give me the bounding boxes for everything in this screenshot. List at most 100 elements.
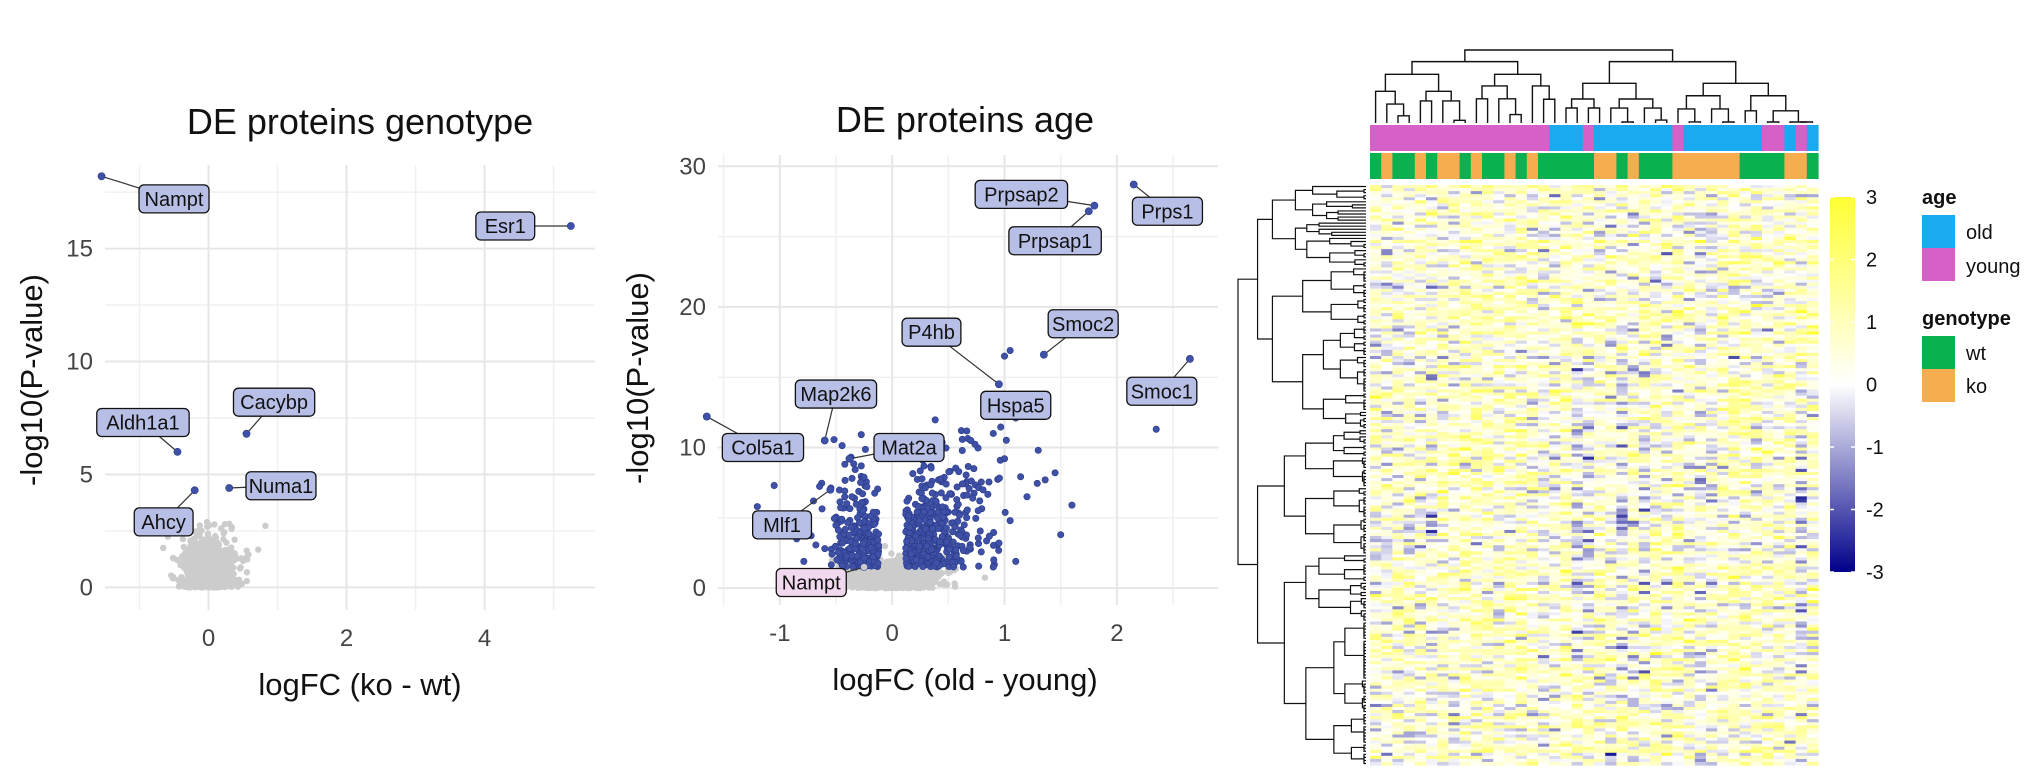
point-nonsignificant: [159, 544, 167, 552]
genotype-annotation-cell: [1560, 153, 1573, 179]
age-annotation-cell: [1459, 125, 1472, 151]
genotype-annotation-cell: [1571, 153, 1584, 179]
point-significant: [841, 476, 849, 484]
point-significant: [800, 557, 808, 565]
point-significant: [920, 462, 928, 470]
point-significant: [958, 446, 966, 454]
point-nonsignificant: [211, 521, 218, 528]
age-annotation-cell: [1392, 125, 1405, 151]
genotype-annotation-cell: [1403, 153, 1416, 179]
point-nonsignificant: [868, 569, 875, 577]
genotype-annotation-cell: [1538, 153, 1550, 179]
point-nonsignificant: [846, 575, 853, 582]
point-nonsignificant: [221, 555, 229, 563]
point-nonsignificant: [227, 561, 234, 569]
point-label-cacybp: Cacybp: [232, 387, 316, 438]
genotype-annotation-cell: [1414, 153, 1427, 179]
point-significant: [952, 552, 960, 560]
point-significant: [857, 462, 865, 470]
point-significant: [875, 530, 883, 538]
age-annotation-cell: [1448, 125, 1461, 151]
age-annotation-cell: [1370, 125, 1382, 151]
column-dendrogram-branch: [1608, 60, 1737, 84]
y-tick-label: 10: [679, 435, 706, 462]
point-significant: [903, 538, 911, 546]
point-label-col5a1: Col5a1: [702, 412, 805, 463]
point-nonsignificant: [169, 554, 177, 562]
point-significant: [931, 416, 939, 424]
column-dendrogram-branch: [1475, 98, 1489, 123]
point-significant: [953, 496, 961, 504]
point-significant: [937, 489, 945, 497]
point-significant: [859, 507, 867, 515]
label-text: Prps1: [1141, 201, 1193, 223]
labeled-point: [845, 454, 854, 463]
volcano-genotype-points: [145, 515, 269, 591]
point-significant: [1041, 476, 1049, 484]
point-significant: [942, 494, 950, 502]
label-text: Nampt: [782, 573, 841, 595]
point-nonsignificant: [228, 523, 235, 531]
point-significant: [913, 508, 921, 516]
point-significant: [1006, 517, 1014, 525]
point-significant: [927, 464, 935, 472]
point-significant: [955, 468, 963, 476]
age-annotation-cell: [1426, 125, 1438, 151]
age-annotation-cell: [1414, 125, 1427, 151]
age-annotation-cell: [1694, 125, 1707, 151]
point-significant: [963, 514, 971, 522]
point-significant: [972, 514, 980, 522]
genotype-annotation-cell: [1482, 153, 1494, 179]
labeled-point: [225, 484, 234, 492]
y-tick-label: 20: [679, 294, 706, 321]
column-dendrogram-branch: [1397, 115, 1410, 123]
point-significant: [821, 545, 829, 553]
age-annotation-cell: [1683, 125, 1696, 151]
point-nonsignificant: [867, 575, 874, 582]
genotype-annotation-cell: [1549, 153, 1561, 179]
age-annotation-cell: [1560, 125, 1573, 151]
point-nonsignificant: [926, 570, 933, 578]
point-nonsignificant: [198, 558, 205, 566]
column-dendrogram-branch: [1464, 49, 1674, 62]
age-annotation-cell: [1627, 125, 1640, 151]
genotype-annotation-cell: [1392, 153, 1405, 179]
genotype-annotation-cell: [1661, 153, 1673, 179]
column-dendrogram-branch: [1384, 73, 1440, 92]
point-nonsignificant: [226, 571, 233, 579]
point-significant: [1068, 501, 1076, 509]
column-dendrogram-branch: [1744, 110, 1758, 123]
age-annotation-cell: [1493, 125, 1505, 151]
point-significant: [834, 548, 842, 556]
point-nonsignificant: [898, 579, 905, 587]
point-significant: [975, 562, 983, 570]
labeled-point: [702, 412, 711, 421]
age-annotation-cell: [1616, 125, 1629, 151]
point-significant: [1057, 531, 1065, 539]
point-nonsignificant: [945, 569, 952, 577]
point-significant: [830, 515, 838, 523]
point-significant: [912, 532, 920, 540]
point-significant: [926, 519, 934, 527]
point-significant: [923, 542, 931, 550]
age-annotation-cell: [1784, 125, 1797, 151]
genotype-annotation-cell: [1672, 153, 1685, 179]
labeled-point: [1090, 201, 1099, 210]
y-tick-label: 0: [693, 575, 706, 602]
genotype-annotation-cell: [1594, 153, 1606, 179]
point-significant: [924, 553, 932, 561]
column-dendrogram-branch: [1618, 98, 1654, 109]
point-significant: [909, 470, 917, 478]
age-annotation-cell: [1806, 125, 1819, 151]
column-dendrogram-branch: [1419, 100, 1433, 123]
point-label-hspa5: Hspa5: [980, 390, 1052, 420]
column-dendrogram-branch: [1688, 121, 1702, 123]
x-tick-label: 2: [340, 625, 353, 652]
column-dendrogram-branch: [1643, 107, 1662, 123]
point-nonsignificant: [239, 557, 247, 565]
y-tick-label: 10: [66, 349, 93, 376]
labeled-point: [1129, 180, 1138, 189]
